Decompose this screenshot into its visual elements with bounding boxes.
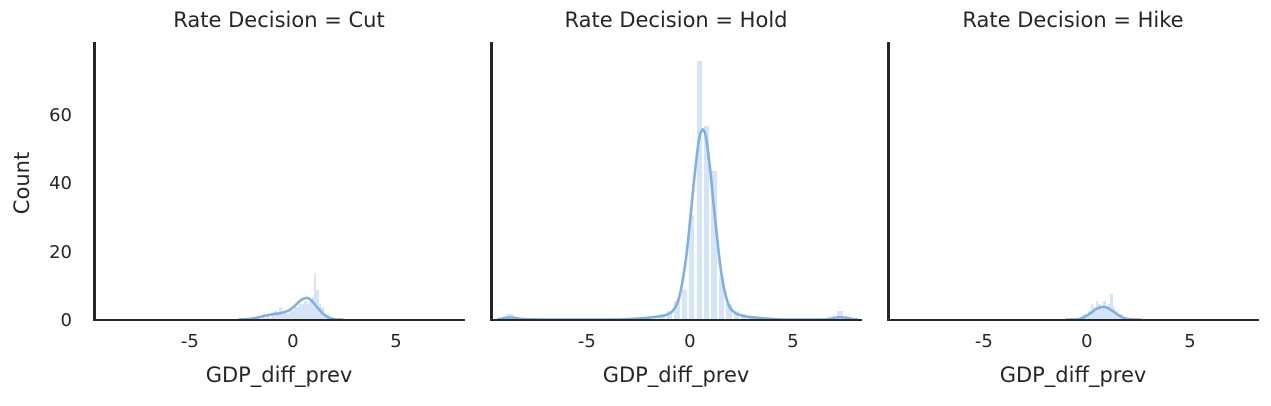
histogram-bar <box>1093 307 1096 321</box>
histogram-bar <box>1105 307 1108 321</box>
y-tick-label: 40 <box>49 173 72 195</box>
histogram-bar <box>1088 310 1091 321</box>
histogram-bar <box>702 126 711 321</box>
x-axis-spine <box>490 318 862 321</box>
kde-curve <box>1065 305 1142 321</box>
kde-line <box>238 296 344 321</box>
kde-curve <box>238 296 344 321</box>
histogram-bar <box>1110 293 1113 321</box>
histogram-bar <box>1100 307 1103 321</box>
histogram-bar <box>271 314 275 321</box>
plot-area <box>93 42 465 321</box>
x-tick-labels: -5 0 5 <box>887 331 1259 355</box>
histogram-bar <box>316 290 319 321</box>
facet-panel-hold: Rate Decision = Hold -5 0 5 GDP_diff_pre… <box>490 0 862 406</box>
histogram-bar <box>725 303 733 321</box>
histogram-bar <box>688 215 696 321</box>
x-tick-label: 5 <box>390 331 402 352</box>
x-tick-label: 5 <box>1184 331 1196 352</box>
histogram-bar <box>289 310 292 321</box>
x-tick-label: -5 <box>974 331 993 352</box>
y-tick-labels: 0 20 40 60 <box>0 42 72 330</box>
histogram-bar <box>291 310 295 321</box>
x-tick-label: -5 <box>577 331 596 352</box>
x-tick-label: 0 <box>684 331 696 352</box>
histogram-bar <box>1085 314 1089 321</box>
y-axis-spine <box>490 42 493 321</box>
histogram-bar <box>1117 314 1121 321</box>
histogram-bar <box>262 314 265 321</box>
histogram-bar <box>301 303 305 321</box>
facet-title: Rate Decision = Hike <box>962 8 1184 32</box>
histogram-bar <box>695 61 703 321</box>
histogram-bar <box>1115 310 1118 321</box>
histogram-bar <box>717 276 726 321</box>
histogram-bar <box>296 307 300 321</box>
x-axis-spine <box>887 318 1259 321</box>
histogram-bar <box>1103 300 1106 321</box>
x-tick-labels: -5 0 5 <box>93 331 465 355</box>
histogram-bar <box>309 300 312 321</box>
x-axis-label: GDP_diff_prev <box>205 363 353 387</box>
facet-title: Rate Decision = Cut <box>173 8 385 32</box>
x-axis-label: GDP_diff_prev <box>999 363 1147 387</box>
histogram-bar <box>1107 303 1111 321</box>
x-tick-label: 0 <box>1081 331 1093 352</box>
kde-curve <box>496 128 859 321</box>
histogram-bar <box>294 307 297 321</box>
histogram-bar <box>286 314 290 321</box>
y-axis-spine <box>93 42 96 321</box>
x-axis-spine <box>93 318 465 321</box>
x-tick-labels: -5 0 5 <box>490 331 862 355</box>
x-tick-label: 0 <box>287 331 299 352</box>
histogram-bar <box>680 290 688 321</box>
histogram-bar <box>281 314 285 321</box>
histogram-bar <box>1095 300 1099 321</box>
histogram-bar <box>284 310 287 321</box>
plot-area <box>887 42 1259 321</box>
facet-panel-cut: Rate Decision = Cut -5 0 5 GDP_diff_prev <box>93 0 465 406</box>
facet-panel-hike: Rate Decision = Hike -5 0 5 GDP_diff_pre… <box>887 0 1259 406</box>
facet-title: Rate Decision = Hold <box>564 8 788 32</box>
y-tick-label: 60 <box>49 104 72 126</box>
histogram-bar <box>306 303 309 321</box>
y-tick-label: 20 <box>49 241 72 263</box>
x-axis-label: GDP_diff_prev <box>602 363 750 387</box>
kde-line <box>496 128 859 321</box>
histogram-bar <box>304 300 307 321</box>
histogram-bar <box>1112 307 1116 321</box>
histogram-bar <box>1098 303 1101 321</box>
histogram-bar <box>311 297 314 321</box>
y-tick-label: 0 <box>60 310 72 331</box>
histogram-bar <box>323 314 327 321</box>
x-tick-label: 5 <box>787 331 799 352</box>
plot-area <box>490 42 862 321</box>
y-axis-spine <box>887 42 890 321</box>
histogram-bar <box>274 310 277 321</box>
x-tick-label: -5 <box>180 331 199 352</box>
histogram-bar <box>299 303 302 321</box>
histogram-bar <box>836 310 844 321</box>
histogram-bar <box>266 314 270 321</box>
histogram-bar <box>276 314 280 321</box>
histogram-bar <box>313 273 317 321</box>
